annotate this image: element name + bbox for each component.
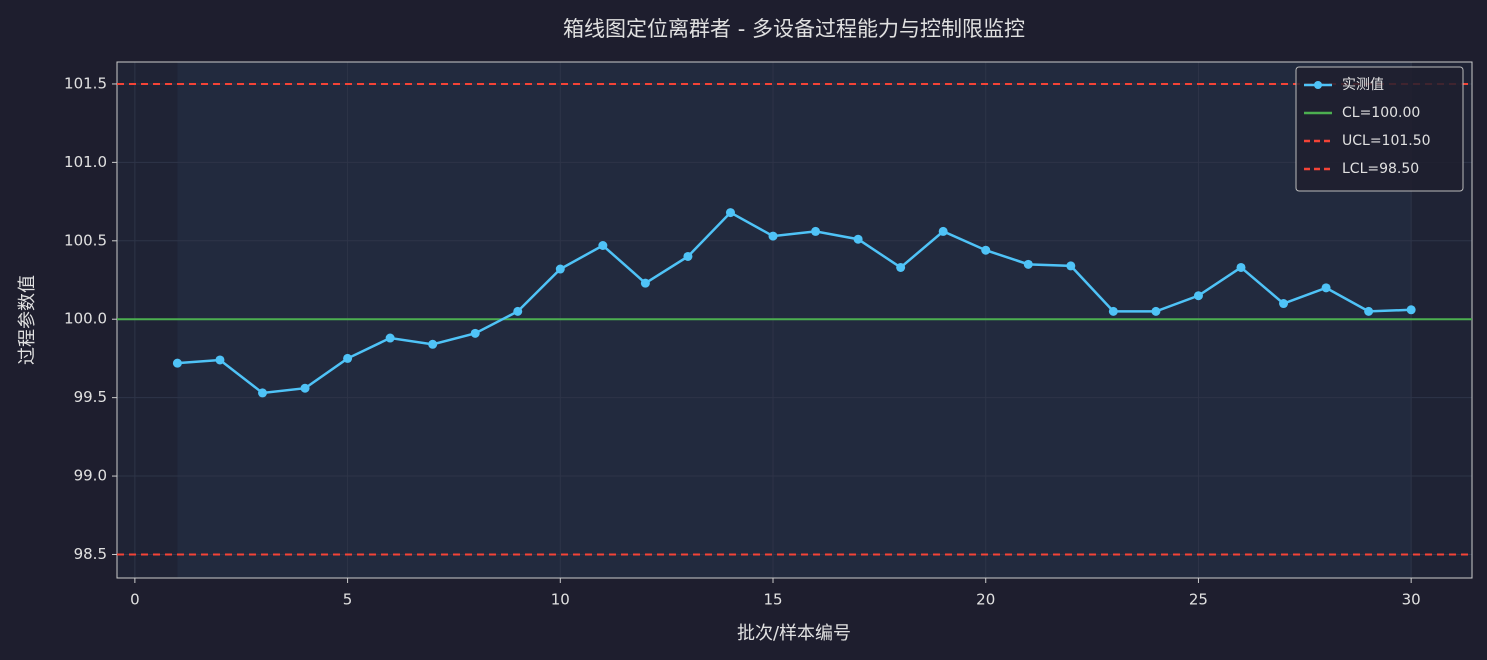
data-point xyxy=(1066,261,1076,271)
data-point xyxy=(1108,306,1118,316)
data-point xyxy=(683,251,693,261)
data-point xyxy=(811,226,821,236)
data-point xyxy=(725,208,735,218)
data-point xyxy=(768,231,778,241)
data-point xyxy=(981,245,991,255)
x-tick-label: 20 xyxy=(976,591,995,609)
data-point xyxy=(853,234,863,244)
x-tick-label: 10 xyxy=(551,591,570,609)
x-tick-label: 15 xyxy=(763,591,782,609)
y-tick-label: 101.0 xyxy=(64,153,107,171)
data-point xyxy=(428,339,438,349)
data-point xyxy=(172,358,182,368)
data-point xyxy=(343,353,353,363)
y-tick-label: 99.5 xyxy=(74,388,107,406)
y-axis-label: 过程参数值 xyxy=(17,275,38,365)
legend-marker xyxy=(1314,81,1322,89)
data-point xyxy=(640,278,650,288)
x-tick-label: 0 xyxy=(130,591,140,609)
y-tick-label: 100.5 xyxy=(64,231,107,249)
data-point xyxy=(1321,283,1331,293)
data-point xyxy=(300,383,310,393)
data-point xyxy=(513,306,523,316)
x-tick-label: 5 xyxy=(343,591,353,609)
data-point xyxy=(555,264,565,274)
x-tick-label: 30 xyxy=(1402,591,1421,609)
data-point xyxy=(896,262,906,272)
legend-box xyxy=(1295,66,1464,192)
data-point xyxy=(938,226,948,236)
data-point xyxy=(470,328,480,338)
data-point xyxy=(215,355,225,365)
data-point xyxy=(1151,306,1161,316)
y-tick-label: 100.0 xyxy=(64,310,107,328)
legend-label: LCL=98.50 xyxy=(1342,161,1419,177)
y-tick-label: 98.5 xyxy=(74,545,107,563)
x-axis-label: 批次/样本编号 xyxy=(737,623,851,644)
data-point xyxy=(1236,262,1246,272)
data-point xyxy=(1279,299,1289,309)
data-point xyxy=(1364,306,1374,316)
x-tick-label: 25 xyxy=(1189,591,1208,609)
y-tick-label: 99.0 xyxy=(74,467,107,485)
data-point xyxy=(1406,305,1416,315)
data-point xyxy=(257,388,267,398)
data-point xyxy=(598,241,608,251)
legend-label: 实测值 xyxy=(1342,77,1384,93)
data-point xyxy=(1193,291,1203,301)
data-line xyxy=(177,211,1412,395)
chart-title: 箱线图定位离群者 - 多设备过程能力与控制限监控 xyxy=(563,17,1025,41)
legend-label: UCL=101.50 xyxy=(1342,133,1431,149)
y-tick-label: 101.5 xyxy=(64,74,107,92)
legend-label: CL=100.00 xyxy=(1342,105,1420,121)
data-point xyxy=(385,333,395,343)
data-point xyxy=(1023,259,1033,269)
